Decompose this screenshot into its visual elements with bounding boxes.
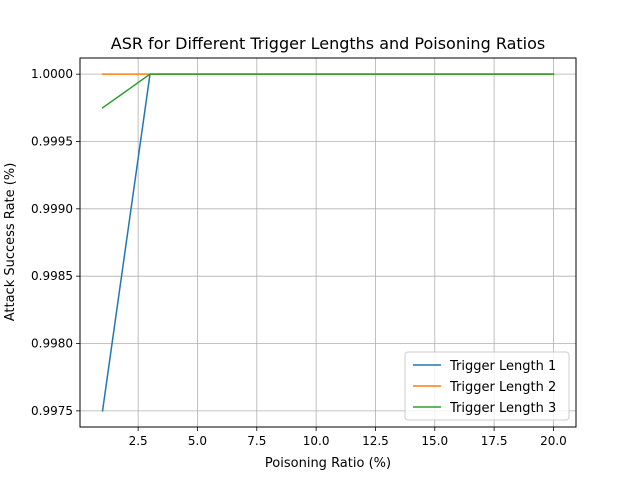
x-tick-label: 20.0 [540, 434, 567, 448]
x-tick-label: 15.0 [421, 434, 448, 448]
y-axis-ticks: 0.9975 0.9980 0.9985 0.9990 0.9995 1.0000 [31, 67, 80, 418]
legend-label: Trigger Length 2 [449, 380, 556, 395]
y-tick-label: 0.9985 [31, 269, 73, 283]
y-axis-label: Attack Success Rate (%) [3, 163, 18, 322]
x-tick-label: 17.5 [481, 434, 508, 448]
legend-label: Trigger Length 3 [449, 401, 556, 416]
y-tick-label: 0.9995 [31, 134, 73, 148]
y-tick-label: 0.9975 [31, 404, 73, 418]
x-tick-label: 12.5 [362, 434, 389, 448]
y-tick-label: 0.9990 [31, 202, 73, 216]
legend-label: Trigger Length 1 [449, 359, 556, 374]
series-line [101, 73, 555, 109]
x-tick-label: 5.0 [188, 434, 207, 448]
x-tick-label: 2.5 [129, 434, 148, 448]
x-axis-ticks: 2.5 5.0 7.5 10.0 12.5 15.0 17.5 20.0 [129, 427, 567, 448]
plot-frame [79, 57, 577, 428]
x-tick-label: 7.5 [247, 434, 266, 448]
legend-box [404, 351, 570, 421]
x-tick-label: 10.0 [303, 434, 330, 448]
series-lines [101, 73, 555, 412]
y-tick-label: 1.0000 [31, 67, 73, 81]
legend: Trigger Length 1 Trigger Length 2 Trigger … [404, 351, 570, 421]
x-axis-label: Poisoning Ratio (%) [265, 456, 391, 471]
chart-title: ASR for Different Trigger Lengths and Po… [111, 34, 545, 53]
y-tick-label: 0.9980 [31, 337, 73, 351]
